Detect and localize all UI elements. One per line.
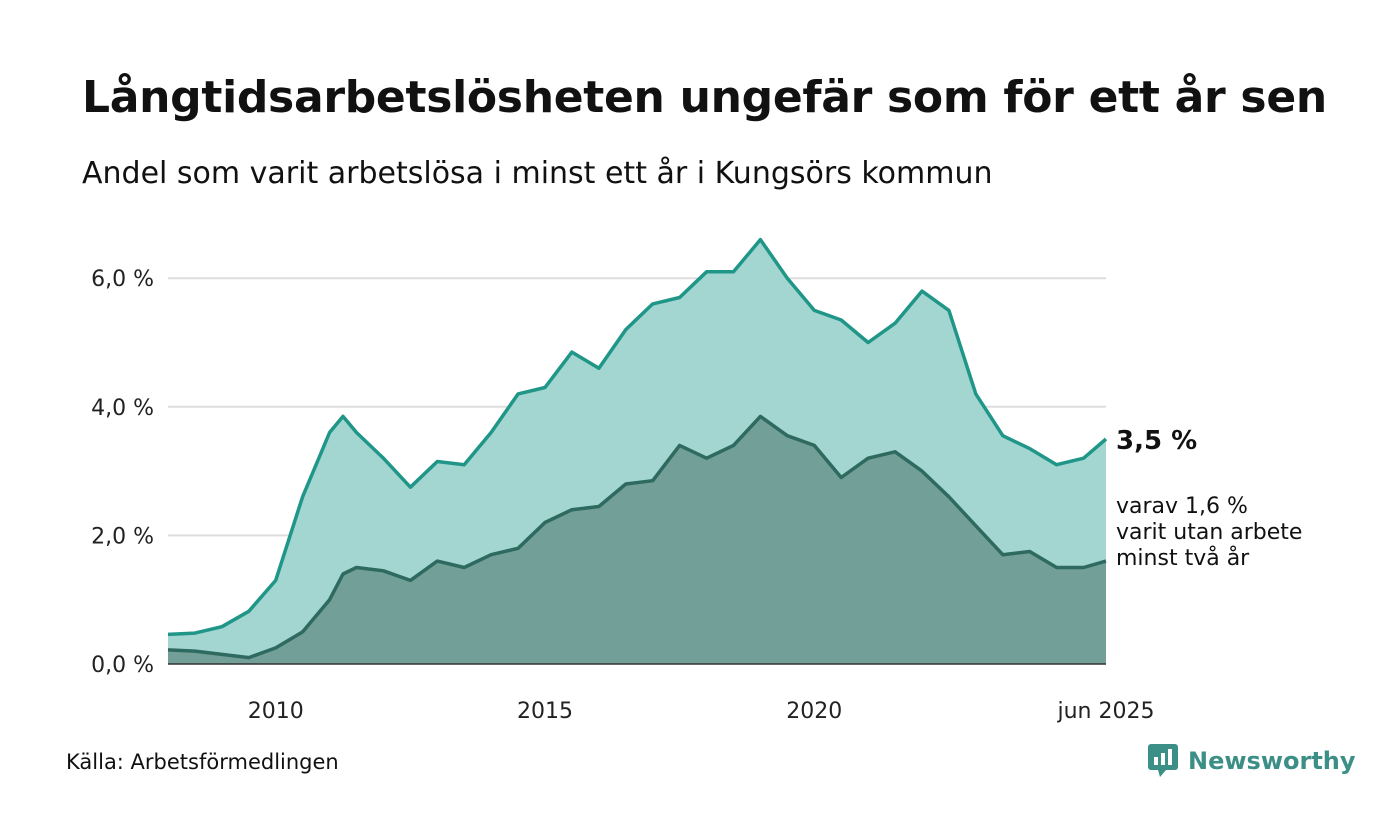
source-note: Källa: Arbetsförmedlingen <box>66 750 339 774</box>
end-label-line: varit utan arbete <box>1116 520 1302 545</box>
series-minst-tva-ar-line <box>167 414 1107 660</box>
x-tick-label: 2010 <box>248 699 304 724</box>
x-tick-label: jun 2025 <box>1057 699 1155 724</box>
end-label-line: varav 1,6 % <box>1116 494 1248 519</box>
chart-subtitle: Andel som varit arbetslösa i minst ett å… <box>82 156 993 191</box>
y-tick-label: 2,0 % <box>91 524 154 549</box>
axes: 0,0 % 2,0 % 4,0 % 6,0 % 2010 2015 2020 jun 2025 <box>91 267 1154 724</box>
brand-logo[interactable]: Newsworthy <box>1148 744 1356 778</box>
y-tick-label: 0,0 % <box>91 653 154 678</box>
end-label-line: minst två år <box>1116 545 1250 571</box>
newsworthy-logo-icon <box>1148 744 1178 777</box>
end-labels: 3,5 % varav 1,6 % varit utan arbete minst t… <box>1116 426 1302 571</box>
series-minst-ett-ar-line <box>167 237 1108 637</box>
x-tick-label: 2015 <box>517 699 573 724</box>
end-label-minst-ett-ar: 3,5 % <box>1116 426 1197 456</box>
end-label-minst-tva-ar: varav 1,6 % varit utan arbete minst två år <box>1116 494 1302 571</box>
y-tick-label: 6,0 % <box>91 267 154 292</box>
brand-name: Newsworthy <box>1188 747 1356 775</box>
areas <box>167 237 1108 664</box>
chart-title: Långtidsarbetslösheten ungefär som för e… <box>82 72 1327 123</box>
series-minst-tva-ar-area <box>168 416 1106 664</box>
x-tick-label: 2020 <box>786 699 842 724</box>
y-tick-label: 4,0 % <box>91 396 154 421</box>
